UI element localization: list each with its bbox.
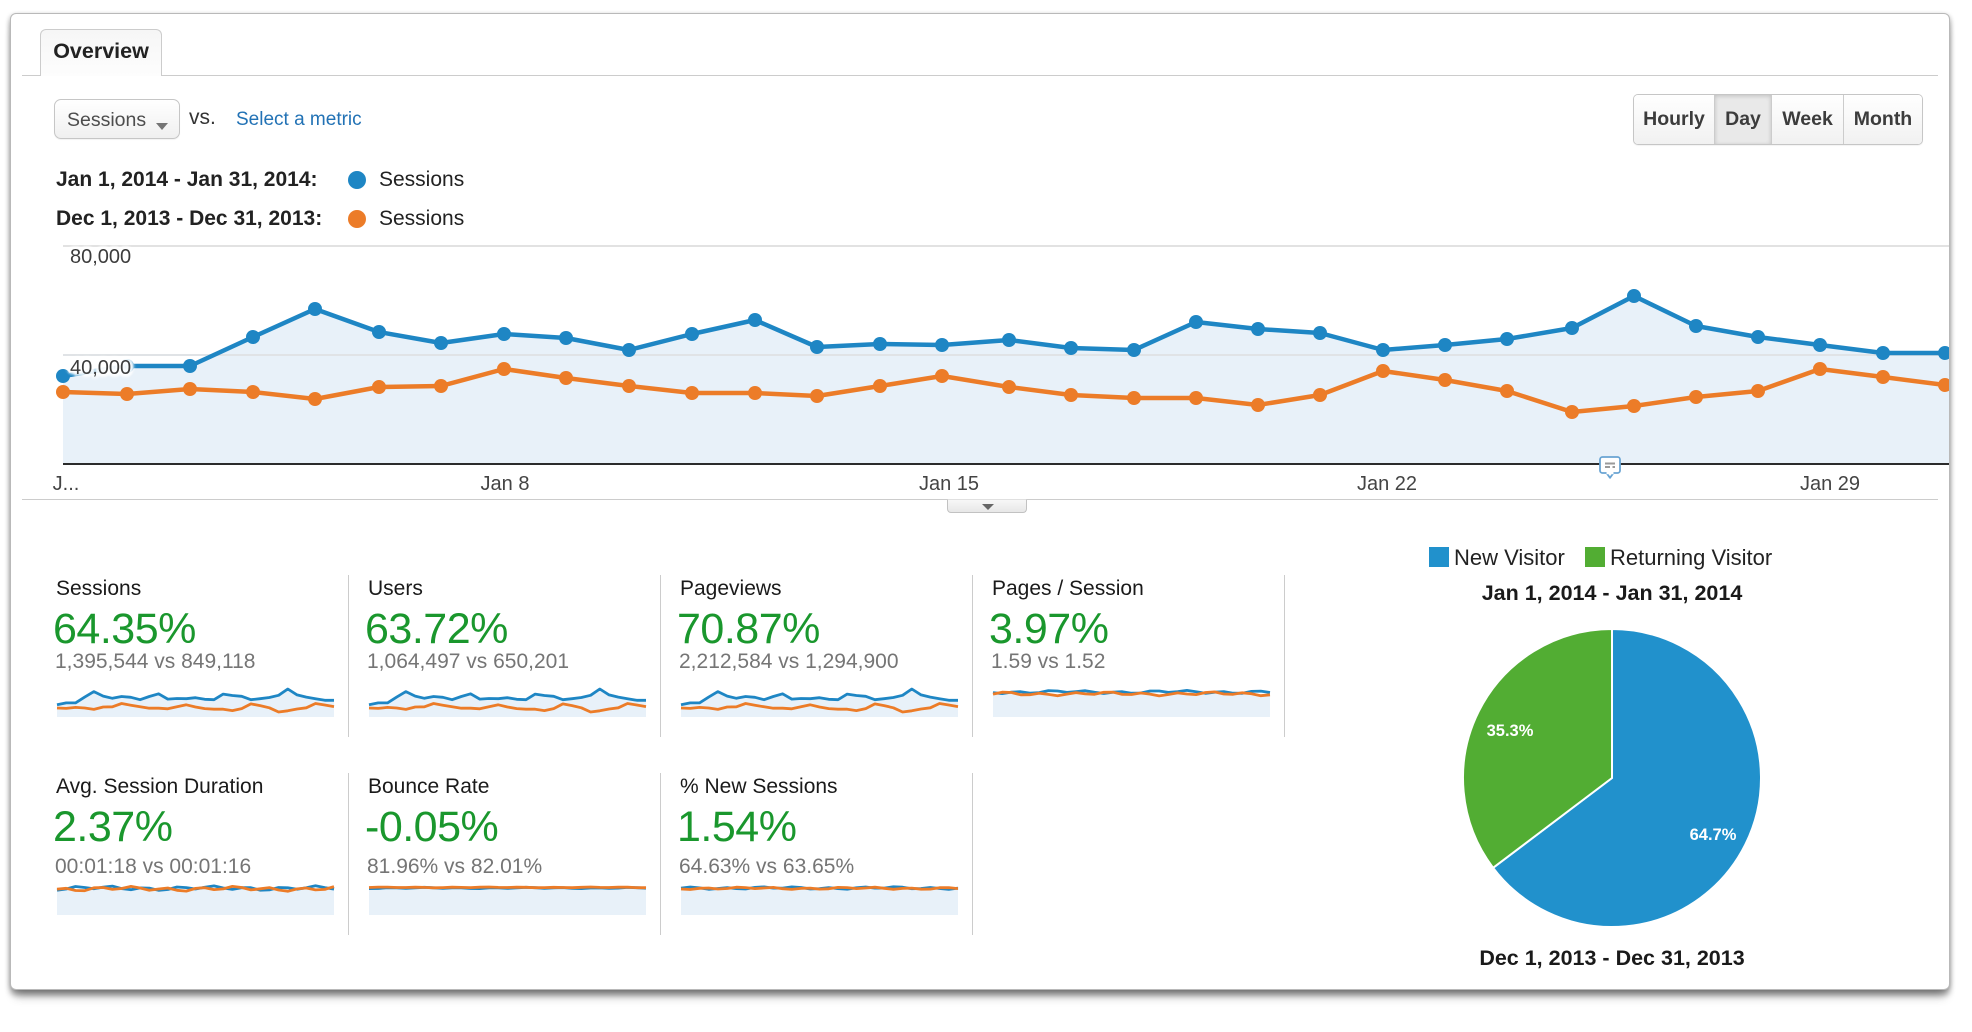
svg-text:35.3%: 35.3% <box>1487 722 1534 740</box>
svg-text:64.7%: 64.7% <box>1690 826 1737 844</box>
